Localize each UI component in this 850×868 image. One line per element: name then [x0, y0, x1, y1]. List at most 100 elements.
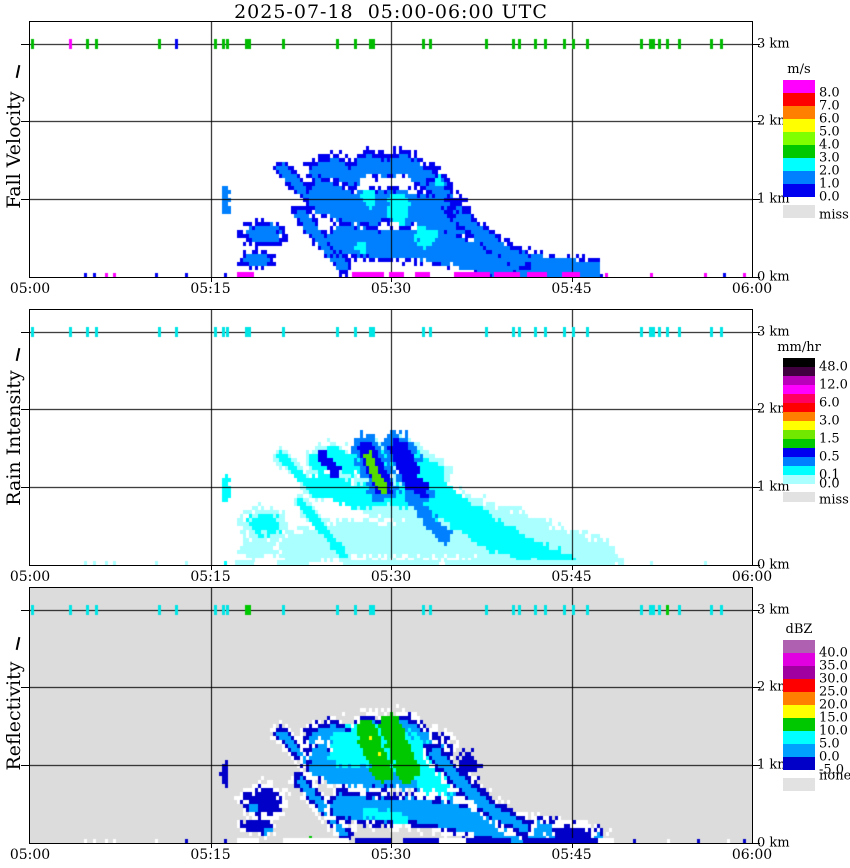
- legend-label-reflectivity-30.0: 30.0: [819, 671, 848, 687]
- legend-miss-label-fall-velocity: miss: [819, 207, 849, 223]
- legend-cell-rain-intensity-11: [783, 457, 815, 466]
- y-tick-left-2km-rain-intensity: [21, 409, 29, 410]
- legend-miss-cell-reflectivity: [783, 778, 815, 791]
- legend-miss-label-rain-intensity: miss: [819, 492, 849, 508]
- legend-label-reflectivity-35.0: 35.0: [819, 658, 848, 674]
- x-tick-label-0515-fall-velocity: 05:15: [190, 281, 231, 297]
- legend-cell-fall-velocity-6: [783, 158, 815, 171]
- legend-miss-cell-fall-velocity: [783, 205, 815, 218]
- legend-label-reflectivity-40.0: 40.0: [819, 645, 848, 661]
- legend-label-reflectivity--5.0: -5.0: [819, 762, 845, 778]
- axis-label-tick-rain-intensity: [15, 347, 21, 361]
- y-tick-left-1km-rain-intensity: [21, 487, 29, 488]
- legend-cell-rain-intensity-10: [783, 448, 815, 457]
- panel-label-fall-velocity: Fall Velocity: [3, 90, 25, 209]
- figure-title: 2025-07-18 05:00-06:00 UTC: [234, 1, 548, 23]
- y-tick-right-3km-fall-velocity: [752, 44, 760, 45]
- legend-cell-rain-intensity-12: [783, 466, 815, 475]
- x-tick-label-0530-fall-velocity: 05:30: [370, 281, 412, 297]
- y-tick-left-1km-reflectivity: [21, 765, 29, 766]
- x-tick-label-0500-rain-intensity: 05:00: [9, 569, 51, 585]
- legend-cell-reflectivity-9: [783, 757, 815, 770]
- legend-label-fall-velocity-2.0: 2.0: [819, 163, 840, 179]
- legend-label-rain-intensity-12.0: 12.0: [819, 377, 848, 393]
- legend-label-rain-intensity-0.1: 0.1: [819, 467, 840, 483]
- legend-label-reflectivity-0.0: 0.0: [819, 749, 840, 765]
- x-tick-label-0530-reflectivity: 05:30: [370, 847, 412, 863]
- y-tick-left-3km-rain-intensity: [21, 332, 29, 333]
- legend-label-rain-intensity-48.0: 48.0: [819, 359, 848, 375]
- legend-cell-rain-intensity-8: [783, 430, 815, 439]
- x-tick-label-0600-fall-velocity: 06:00: [731, 281, 773, 297]
- y-tick-left-2km-fall-velocity: [21, 121, 29, 122]
- x-tick-stub-15-rain-intensity: [211, 566, 212, 570]
- legend-title-fall-velocity: m/s: [787, 62, 811, 77]
- legend-cell-rain-intensity-3: [783, 385, 815, 394]
- axis-label-tick-reflectivity: [15, 636, 21, 650]
- y-tick-label-3km-fall-velocity: 3 km: [757, 36, 790, 52]
- legend-title-reflectivity: dBZ: [785, 622, 813, 637]
- legend-cell-rain-intensity-4: [783, 394, 815, 403]
- legend-cell-rain-intensity-5: [783, 403, 815, 412]
- x-tick-label-0500-reflectivity: 05:00: [9, 847, 51, 863]
- legend-cell-reflectivity-6: [783, 718, 815, 731]
- y-tick-label-1km-rain-intensity: 1 km: [757, 479, 790, 495]
- heatmap-canvas-reflectivity: [30, 588, 752, 843]
- x-tick-stub-30-rain-intensity: [391, 566, 392, 570]
- x-tick-stub-45-rain-intensity: [572, 566, 573, 570]
- legend-label-fall-velocity-1.0: 1.0: [819, 176, 840, 192]
- legend-title-rain-intensity: mm/hr: [777, 340, 821, 355]
- y-tick-left-1km-fall-velocity: [21, 199, 29, 200]
- x-tick-stub-30-fall-velocity: [391, 278, 392, 282]
- y-tick-right-3km-rain-intensity: [752, 332, 760, 333]
- x-tick-label-0530-rain-intensity: 05:30: [370, 569, 412, 585]
- axis-label-tick-fall-velocity: [15, 65, 21, 79]
- legend-cell-rain-intensity-9: [783, 439, 815, 448]
- legend-label-rain-intensity-0.0: 0.0: [819, 476, 840, 492]
- legend-cell-rain-intensity-6: [783, 412, 815, 421]
- x-tick-label-0515-rain-intensity: 05:15: [190, 569, 231, 585]
- x-tick-label-0600-rain-intensity: 06:00: [731, 569, 773, 585]
- legend-label-reflectivity-10.0: 10.0: [819, 723, 848, 739]
- y-tick-left-2km-reflectivity: [21, 687, 29, 688]
- legend-label-reflectivity-25.0: 25.0: [819, 684, 848, 700]
- y-tick-label-3km-reflectivity: 3 km: [757, 602, 790, 618]
- legend-miss-cell-rain-intensity: [783, 492, 815, 502]
- legend-cell-fall-velocity-4: [783, 132, 815, 145]
- panel-rain-intensity: [29, 309, 753, 566]
- y-tick-right-3km-reflectivity: [752, 610, 760, 611]
- x-tick-stub-15-reflectivity: [211, 844, 212, 848]
- y-tick-right-0km-rain-intensity: [752, 565, 760, 566]
- panel-reflectivity: [29, 587, 753, 844]
- x-tick-stub-30-reflectivity: [391, 844, 392, 848]
- legend-label-fall-velocity-6.0: 6.0: [819, 111, 840, 127]
- legend-label-reflectivity-20.0: 20.0: [819, 697, 848, 713]
- y-tick-label-0km-fall-velocity: 0 km: [757, 269, 790, 285]
- y-tick-label-3km-rain-intensity: 3 km: [757, 324, 790, 340]
- y-tick-right-2km-fall-velocity: [752, 121, 760, 122]
- y-tick-left-3km-fall-velocity: [21, 44, 29, 45]
- legend-cell-reflectivity-3: [783, 679, 815, 692]
- legend-cell-reflectivity-0: [783, 640, 815, 653]
- legend-label-fall-velocity-5.0: 5.0: [819, 124, 840, 140]
- legend-label-fall-velocity-4.0: 4.0: [819, 137, 840, 153]
- y-tick-label-0km-reflectivity: 0 km: [757, 835, 790, 851]
- y-tick-label-1km-reflectivity: 1 km: [757, 757, 790, 773]
- legend-label-rain-intensity-1.5: 1.5: [819, 431, 840, 447]
- legend-cell-fall-velocity-5: [783, 145, 815, 158]
- x-tick-stub-15-fall-velocity: [211, 278, 212, 282]
- legend-cell-rain-intensity-0: [783, 358, 815, 367]
- y-tick-right-1km-rain-intensity: [752, 487, 760, 488]
- legend-cell-fall-velocity-2: [783, 106, 815, 119]
- y-tick-right-2km-rain-intensity: [752, 409, 760, 410]
- legend-cell-fall-velocity-3: [783, 119, 815, 132]
- y-tick-right-2km-reflectivity: [752, 687, 760, 688]
- x-tick-label-0545-rain-intensity: 05:45: [551, 569, 592, 585]
- y-tick-right-0km-reflectivity: [752, 843, 760, 844]
- legend-miss-label-reflectivity: none: [819, 768, 850, 784]
- y-tick-label-1km-fall-velocity: 1 km: [757, 191, 790, 207]
- legend-cell-reflectivity-2: [783, 666, 815, 679]
- legend-cell-reflectivity-8: [783, 744, 815, 757]
- legend-cell-fall-velocity-8: [783, 184, 815, 197]
- x-tick-stub-45-fall-velocity: [572, 278, 573, 282]
